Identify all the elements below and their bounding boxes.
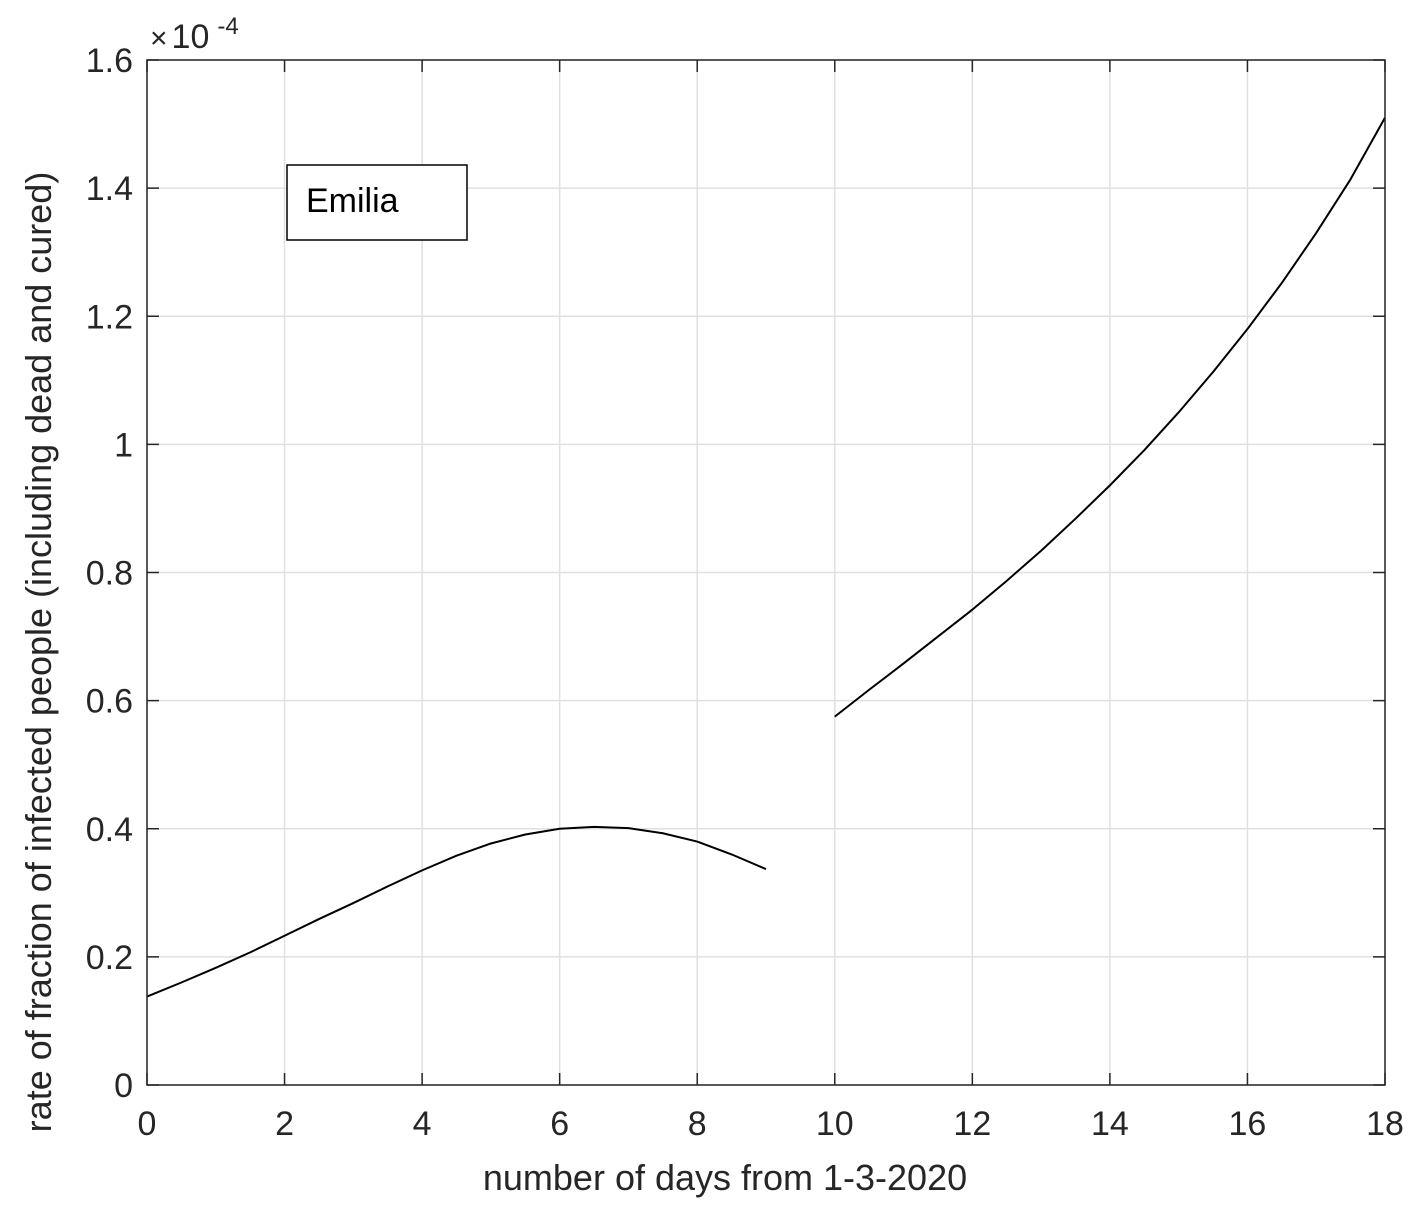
- annotation-frame: [286, 164, 468, 241]
- y-exponent-times: ×: [150, 22, 168, 55]
- annotation-box: Emilia: [286, 164, 468, 241]
- plot-box: [146, 59, 1386, 1086]
- x-tick-label: 2: [275, 1105, 294, 1143]
- x-tick-label: 0: [138, 1105, 157, 1143]
- x-tick-label: 6: [550, 1105, 569, 1143]
- y-tick-labels: 0 0.2 0.4 0.6 0.8 1 1.2 1.4 1.6: [86, 42, 133, 1105]
- y-tick-label: 1.6: [86, 42, 133, 80]
- x-axis-label: number of days from 1-3-2020: [483, 1157, 967, 1198]
- y-tick-label: 0.6: [86, 683, 133, 721]
- series-line-2: [834, 117, 1386, 718]
- series-lines: [146, 117, 1386, 998]
- y-axis-label: rate of fraction of infected people (inc…: [18, 172, 59, 1133]
- annotation-text: Emilia: [306, 182, 399, 220]
- x-tick-label: 14: [1091, 1105, 1129, 1143]
- y-exponent-base: 10: [172, 18, 210, 56]
- x-tick-label: 8: [688, 1105, 707, 1143]
- y-tick-label: 0: [114, 1067, 133, 1105]
- y-tick-label: 1: [114, 426, 133, 464]
- x-tick-label: 16: [1229, 1105, 1267, 1143]
- y-tick-label: 0.8: [86, 555, 133, 593]
- y-tick-label: 0.2: [86, 939, 133, 977]
- x-tick-labels: 0 2 4 6 8 10 12 14 16 18: [138, 1105, 1404, 1143]
- y-exponent-label: × 10 -4: [150, 13, 239, 56]
- x-tick-label: 18: [1366, 1105, 1404, 1143]
- y-tick-label: 1.2: [86, 298, 133, 336]
- y-tick-label: 0.4: [86, 811, 133, 849]
- series-line-1: [146, 825, 767, 998]
- x-tick-label: 12: [953, 1105, 991, 1143]
- y-tick-label: 1.4: [86, 170, 133, 208]
- y-exponent-power: -4: [217, 13, 238, 40]
- x-tick-label: 4: [413, 1105, 432, 1143]
- x-tick-label: 10: [816, 1105, 854, 1143]
